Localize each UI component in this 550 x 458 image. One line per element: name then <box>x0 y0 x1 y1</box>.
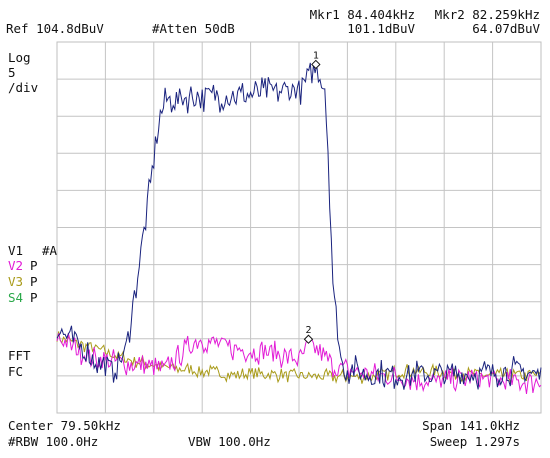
trace-v3-id: V3 <box>8 274 24 289</box>
trace-v1-mode: #A <box>42 243 58 258</box>
trace-s4-mode: P <box>30 290 38 305</box>
marker-1-label: 1 <box>313 50 319 61</box>
marker-2-label: 2 <box>305 325 311 336</box>
marker2-frequency-readout: Mkr2 82.259kHz <box>434 7 540 22</box>
marker1-amplitude-readout: 101.1dBuV <box>347 21 415 36</box>
vbw-readout: VBW 100.0Hz <box>188 434 271 449</box>
span-readout: Span 141.0kHz <box>422 418 520 433</box>
trace-v1-id: V1 <box>8 243 24 258</box>
trace-layer <box>56 62 542 394</box>
trace-v1-line <box>56 62 542 390</box>
attenuation-readout: #Atten 50dB <box>152 21 235 36</box>
spectrum-plot[interactable]: 12 <box>56 41 542 414</box>
scale-unit-label: /div <box>8 80 39 95</box>
marker-1-diamond[interactable] <box>311 59 321 70</box>
marker-2-diamond[interactable] <box>303 334 314 344</box>
trace-v2-mode: P <box>30 258 38 273</box>
trace-v2-line <box>56 333 542 394</box>
trace-legend-s4: S4 P <box>8 291 38 305</box>
scale-mode-label: Log <box>8 50 31 65</box>
trace-v3-mode: P <box>30 274 38 289</box>
sweep-readout: Sweep 1.297s <box>429 434 520 449</box>
ref-level-readout: Ref 104.8dBuV <box>6 21 104 36</box>
trace-s4-id: S4 <box>8 290 24 305</box>
trace-v2-id: V2 <box>8 258 24 273</box>
fc-mode-label: FC <box>8 364 24 379</box>
scale-value-label: 5 <box>8 65 16 80</box>
marker1-frequency-readout: Mkr1 84.404kHz <box>309 7 415 22</box>
trace-legend-v1: V1 #A <box>8 244 57 258</box>
trace-legend-v2: V2 P <box>8 259 38 273</box>
marker2-amplitude-readout: 64.07dBuV <box>472 21 540 36</box>
center-frequency-readout: Center 79.50kHz <box>8 418 121 433</box>
rbw-readout: #RBW 100.0Hz <box>8 434 99 449</box>
marker-layer: 12 <box>303 50 321 344</box>
fft-mode-label: FFT <box>8 348 31 363</box>
trace-legend-v3: V3 P <box>8 275 38 289</box>
